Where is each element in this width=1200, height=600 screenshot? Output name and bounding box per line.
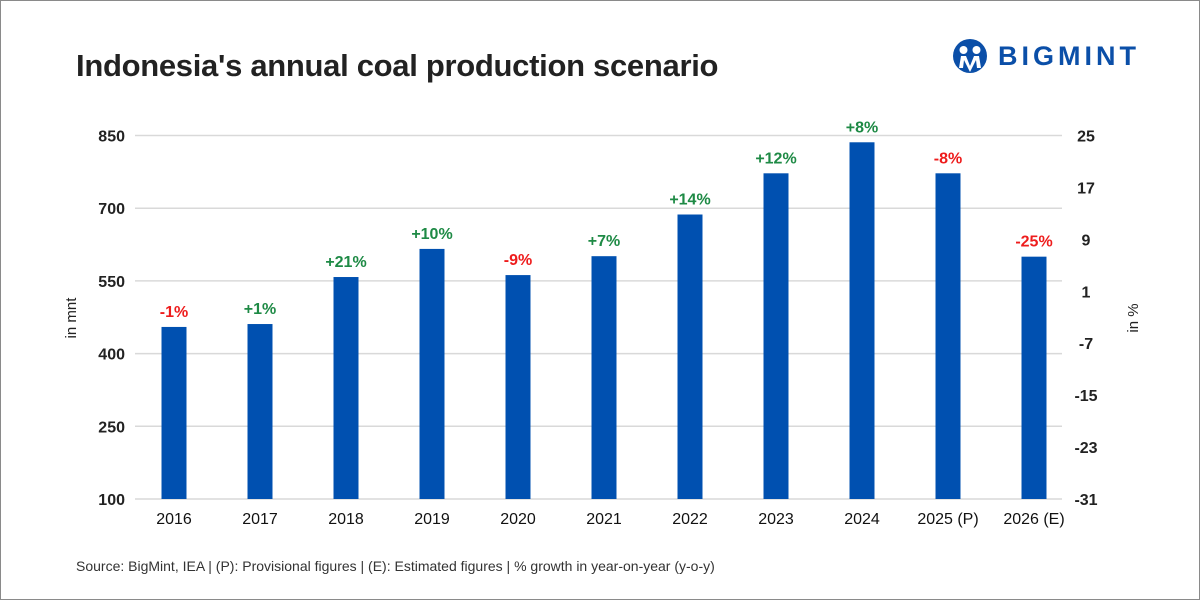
bar bbox=[1021, 256, 1047, 499]
data-label: -1% bbox=[160, 304, 188, 321]
x-tick-label: 2018 bbox=[328, 511, 364, 528]
x-tick-label: 2024 bbox=[844, 511, 880, 528]
y-tick-label: 250 bbox=[98, 419, 125, 436]
y-tick-label: 550 bbox=[98, 274, 125, 291]
data-label: +12% bbox=[755, 150, 796, 167]
bar bbox=[247, 324, 273, 499]
y-right-tick-label: 9 bbox=[1082, 232, 1091, 249]
bigmint-logo: BIGMINT bbox=[952, 38, 1140, 74]
x-tick-label: 2022 bbox=[672, 511, 708, 528]
y-right-axis-label: in % bbox=[1125, 303, 1142, 332]
x-tick-label: 2020 bbox=[500, 511, 536, 528]
data-label: -9% bbox=[504, 252, 532, 269]
y-right-tick-label: 17 bbox=[1077, 180, 1095, 197]
data-label: -25% bbox=[1015, 234, 1052, 251]
bigmint-logo-icon bbox=[953, 39, 987, 73]
y-tick-label: 700 bbox=[98, 201, 125, 218]
y-axis-label: in mnt bbox=[63, 297, 80, 339]
bar bbox=[333, 277, 359, 499]
data-label: +1% bbox=[244, 301, 276, 318]
y-right-tick-label: 1 bbox=[1082, 284, 1091, 301]
y-right-tick-label: -7 bbox=[1079, 336, 1093, 353]
data-label: +7% bbox=[588, 233, 620, 250]
y-right-tick-label: -23 bbox=[1074, 440, 1097, 457]
y-right-tick-label: -15 bbox=[1074, 388, 1097, 405]
y-tick-label: 100 bbox=[98, 492, 125, 509]
data-label: -8% bbox=[934, 150, 962, 167]
bar bbox=[161, 326, 187, 499]
bar bbox=[591, 256, 617, 499]
y-right-tick-label: -31 bbox=[1074, 492, 1097, 509]
bar bbox=[419, 248, 445, 499]
data-label: +8% bbox=[846, 119, 878, 136]
bar bbox=[505, 275, 531, 499]
y-tick-label: 850 bbox=[98, 129, 125, 146]
x-tick-label: 2023 bbox=[758, 511, 794, 528]
bigmint-logo-text: BIGMINT bbox=[998, 40, 1140, 71]
source-note: Source: BigMint, IEA | (P): Provisional … bbox=[76, 558, 715, 574]
bar bbox=[935, 173, 961, 499]
x-tick-label: 2021 bbox=[586, 511, 622, 528]
data-label: +10% bbox=[411, 226, 452, 243]
bar bbox=[763, 173, 789, 499]
x-tick-label: 2016 bbox=[156, 511, 192, 528]
y-right-tick-label: 25 bbox=[1077, 129, 1095, 146]
x-tick-label: 2026 (E) bbox=[1003, 511, 1064, 528]
bar bbox=[849, 142, 875, 499]
x-tick-label: 2025 (P) bbox=[917, 511, 978, 528]
chart-title: Indonesia's annual coal production scena… bbox=[76, 48, 719, 83]
x-tick-label: 2019 bbox=[414, 511, 450, 528]
bar bbox=[677, 214, 703, 499]
x-tick-label: 2017 bbox=[242, 511, 278, 528]
y-tick-label: 400 bbox=[98, 347, 125, 364]
data-label: +14% bbox=[669, 192, 710, 209]
data-label: +21% bbox=[325, 254, 366, 271]
